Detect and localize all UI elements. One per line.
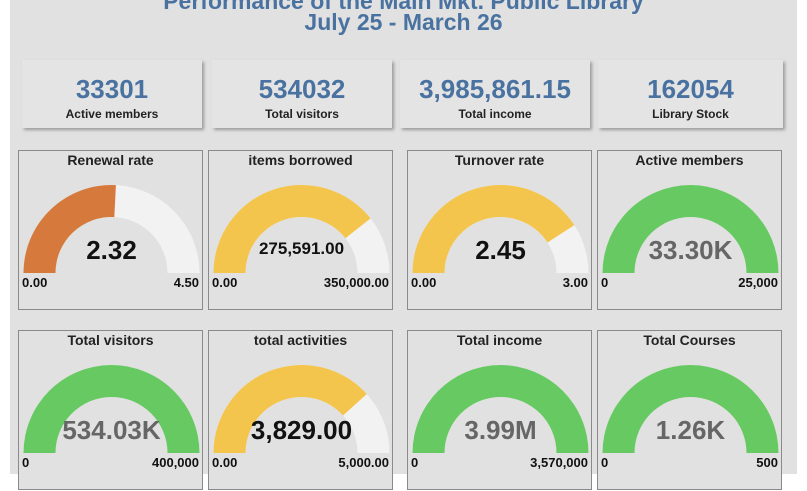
gauge-min: 0 (411, 455, 419, 470)
gauge-chart (213, 184, 390, 273)
gauge-min: 0.00 (411, 275, 437, 290)
gauge-value: 3,829.00 (250, 415, 353, 445)
gauge-card: Total visitors 534.03K 0 400,000 (18, 330, 203, 490)
gauge-min: 0 (22, 455, 30, 470)
gauge-title: Turnover rate (454, 152, 545, 168)
kpi-card: 3,985,861.15 Total income (400, 60, 590, 128)
gauge-min: 0.00 (212, 455, 238, 470)
gauge-card: Total income 3.99M 0 3,570,000 (407, 330, 592, 490)
gauge-chart (602, 365, 779, 453)
gauge-card: total activities 3,829.00 0.00 5,000.00 (208, 330, 393, 490)
kpi-value: 162054 (647, 74, 734, 104)
gauge-title: Total visitors (67, 332, 154, 348)
gauge-card: Active members 33.30K 0 25,000 (597, 150, 782, 310)
gauge-title: total activities (253, 332, 348, 348)
gauge-value: 2.45 (475, 235, 526, 265)
kpi-card: 162054 Library Stock (598, 60, 783, 128)
kpi-label: Total income (458, 107, 532, 121)
gauge-fill (602, 185, 779, 273)
gauge-card: Total Courses 1.26K 0 500 (597, 330, 782, 490)
gauge-chart (23, 185, 200, 273)
kpi-label: Library Stock (652, 107, 729, 121)
kpi-card: 33301 Active members (22, 60, 202, 128)
gauge-max: 3.00 (562, 275, 588, 290)
gauge-card: items borrowed 275,591.00 0.00 350,000.0… (208, 150, 393, 310)
gauge-card: Renewal rate 2.32 0.00 4.50 (18, 150, 203, 310)
gauge-value: 2.32 (86, 235, 137, 265)
gauge-value: 534.03K (62, 415, 161, 445)
dashboard-period: July 25 - March 26 (304, 9, 503, 35)
gauge-title: Active members (635, 152, 744, 168)
gauge-fill (412, 184, 575, 273)
dashboard-title: Performance of the Main Mkt. Public Libr… (163, 0, 644, 14)
gauge-min: 0 (601, 275, 609, 290)
gauge-value: 1.26K (655, 415, 726, 445)
gauge-max: 400,000 (152, 455, 199, 470)
gauge-chart (213, 365, 390, 453)
gauge-chart (412, 184, 589, 273)
gauge-min: 0.00 (22, 275, 48, 290)
gauge-value: 275,591.00 (258, 239, 345, 258)
gauge-fill (23, 185, 116, 273)
gauge-value: 3.99M (464, 415, 537, 445)
kpi-value: 33301 (75, 74, 149, 104)
kpi-label: Total visitors (265, 107, 339, 121)
gauge-title: Total Courses (643, 332, 736, 348)
gauge-max: 4.50 (173, 275, 199, 290)
gauge-fill (412, 365, 589, 453)
gauge-max: 500 (756, 455, 778, 470)
gauge-min: 0.00 (212, 275, 238, 290)
gauge-fill (23, 365, 200, 453)
gauge-min: 0 (601, 455, 609, 470)
kpi-value: 3,985,861.15 (419, 74, 571, 104)
gauge-fill (213, 365, 367, 453)
gauge-card: Turnover rate 2.45 0.00 3.00 (407, 150, 592, 310)
kpi-card: 534032 Total visitors (212, 60, 392, 128)
gauge-title: items borrowed (248, 152, 353, 168)
gauge-title: Total income (456, 332, 543, 348)
gauge-max: 25,000 (738, 275, 778, 290)
gauge-fill (602, 365, 779, 453)
kpi-value: 534032 (258, 74, 346, 104)
gauge-chart (602, 185, 779, 273)
gauge-max: 350,000.00 (323, 275, 389, 290)
gauge-chart (23, 365, 200, 453)
gauge-max: 5,000.00 (338, 455, 389, 470)
gauge-value: 33.30K (648, 235, 733, 265)
gauge-max: 3,570,000 (530, 455, 588, 470)
gauge-fill (213, 184, 371, 273)
gauge-chart (412, 365, 589, 453)
gauge-title: Renewal rate (67, 152, 154, 168)
kpi-label: Active members (65, 107, 159, 121)
